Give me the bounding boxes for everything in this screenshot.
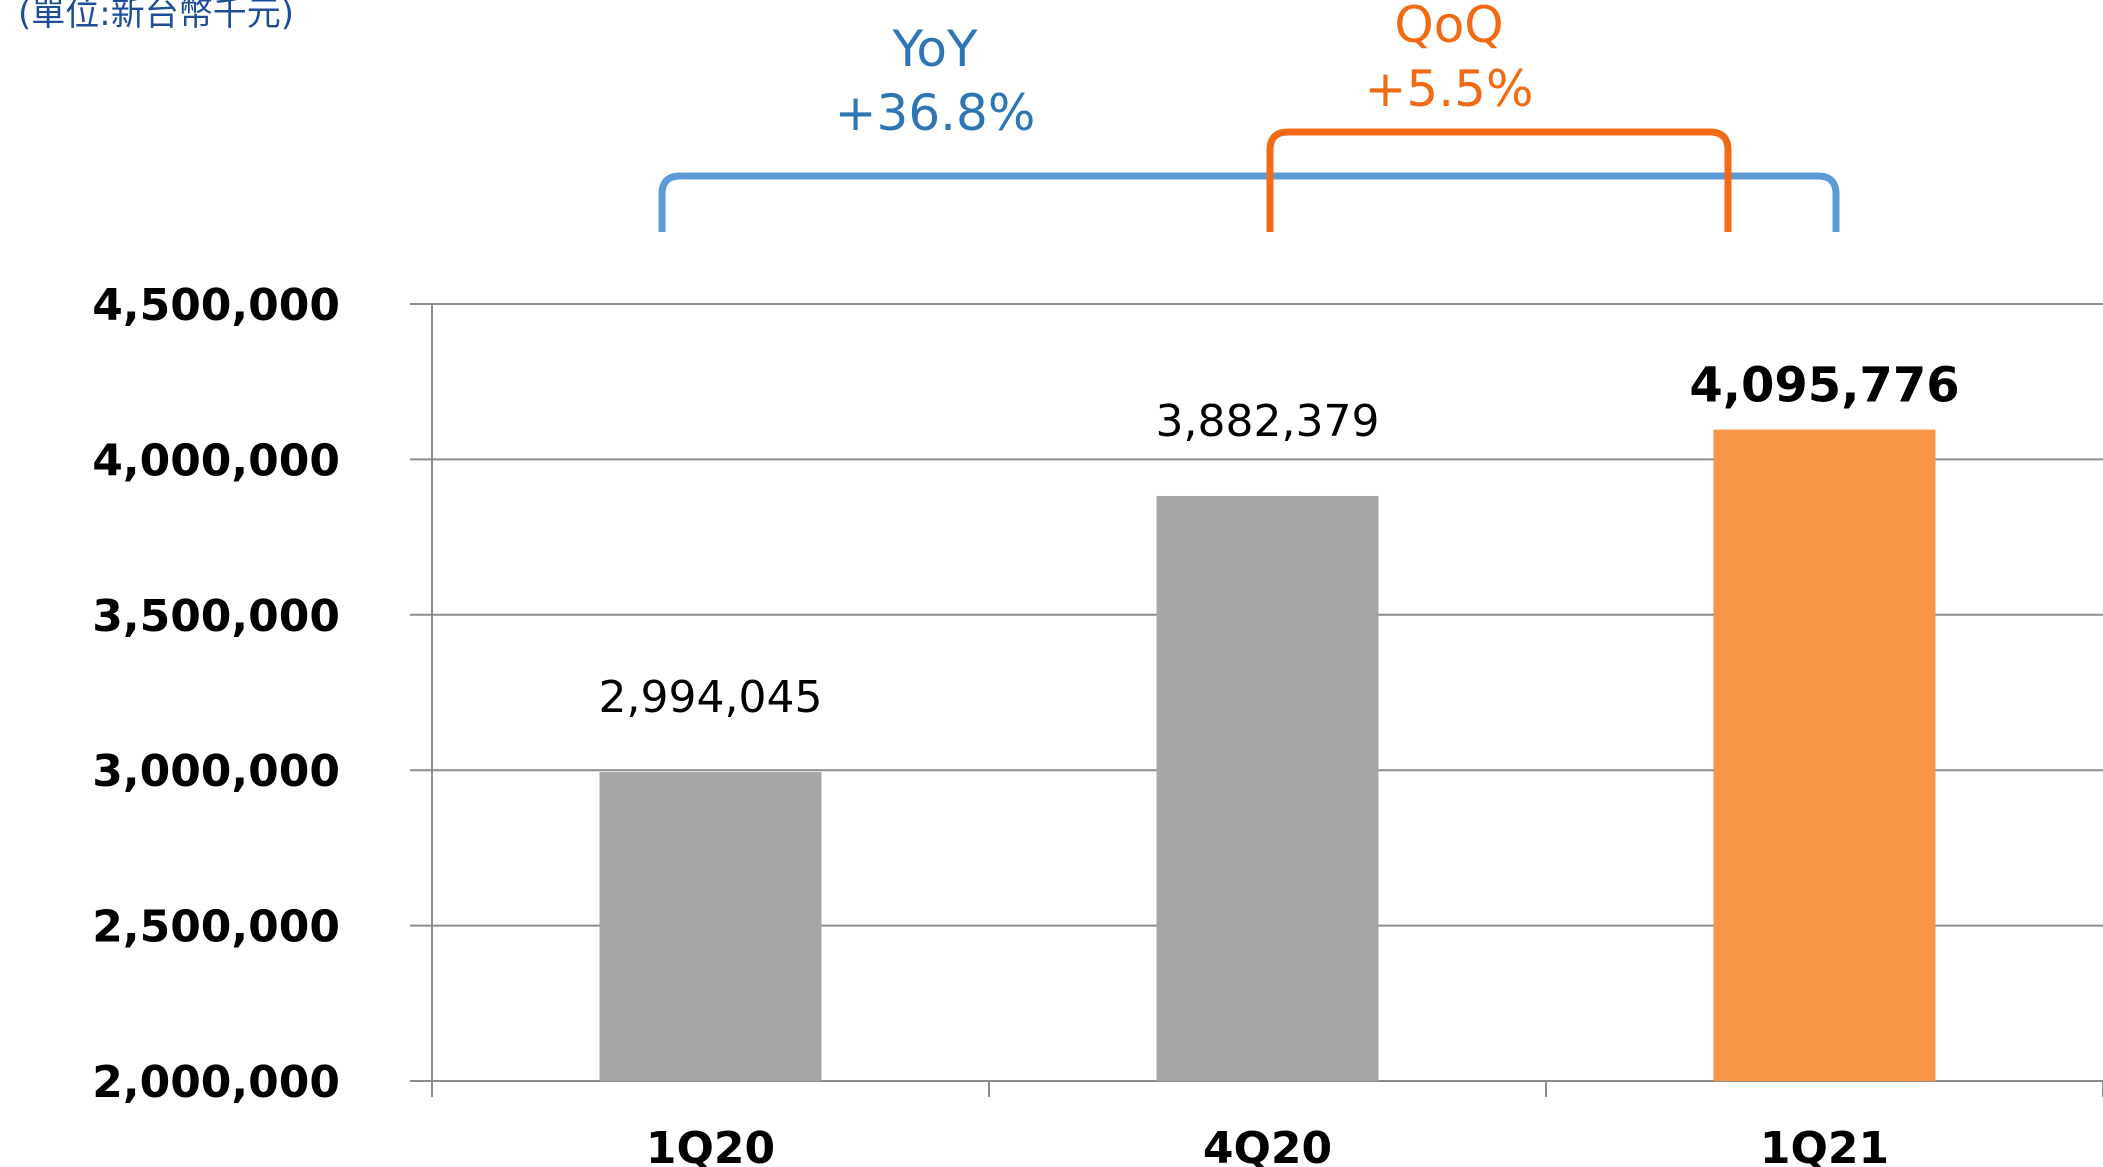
x-tick-label: 1Q21 [1760, 1123, 1889, 1167]
bars [599, 429, 1936, 1081]
annotation-label: YoY [891, 20, 977, 78]
data-labels: 2,994,045 3,882,379 4,095,776 [599, 358, 1960, 723]
y-tick-label: 2,500,000 [92, 902, 340, 953]
bar-1Q21 [1713, 429, 1936, 1081]
y-tick-label: 3,500,000 [92, 591, 340, 642]
change-annotations: YoY +36.8% QoQ +5.5% [658, 0, 1840, 232]
bracket-yoy [658, 172, 1840, 232]
y-tick-label: 4,000,000 [92, 435, 340, 486]
annotation-label: QoQ [1394, 0, 1503, 54]
data-label: 4,095,776 [1689, 358, 1959, 414]
bracket-qoq [1266, 128, 1732, 232]
y-tick-label: 2,000,000 [92, 1057, 340, 1108]
data-label: 2,994,045 [599, 672, 823, 723]
y-tick-label: 4,500,000 [92, 280, 340, 331]
annotation-value: +5.5% [1365, 60, 1534, 118]
x-axis-ticks: 1Q20 4Q20 1Q21 [646, 1123, 1889, 1167]
y-tick-label: 3,000,000 [92, 746, 340, 797]
bar-1Q20 [599, 772, 822, 1081]
bar-4Q20 [1156, 495, 1379, 1081]
annotation-value: +36.8% [835, 84, 1036, 142]
x-tick-label: 4Q20 [1203, 1123, 1332, 1167]
x-tick-label: 1Q20 [646, 1123, 775, 1167]
data-label: 3,882,379 [1156, 396, 1380, 447]
y-axis-ticks: 2,000,000 2,500,000 3,000,000 3,500,000 4,00… [92, 280, 340, 1108]
unit-label: (單位:新台幣千元) [18, 0, 294, 34]
